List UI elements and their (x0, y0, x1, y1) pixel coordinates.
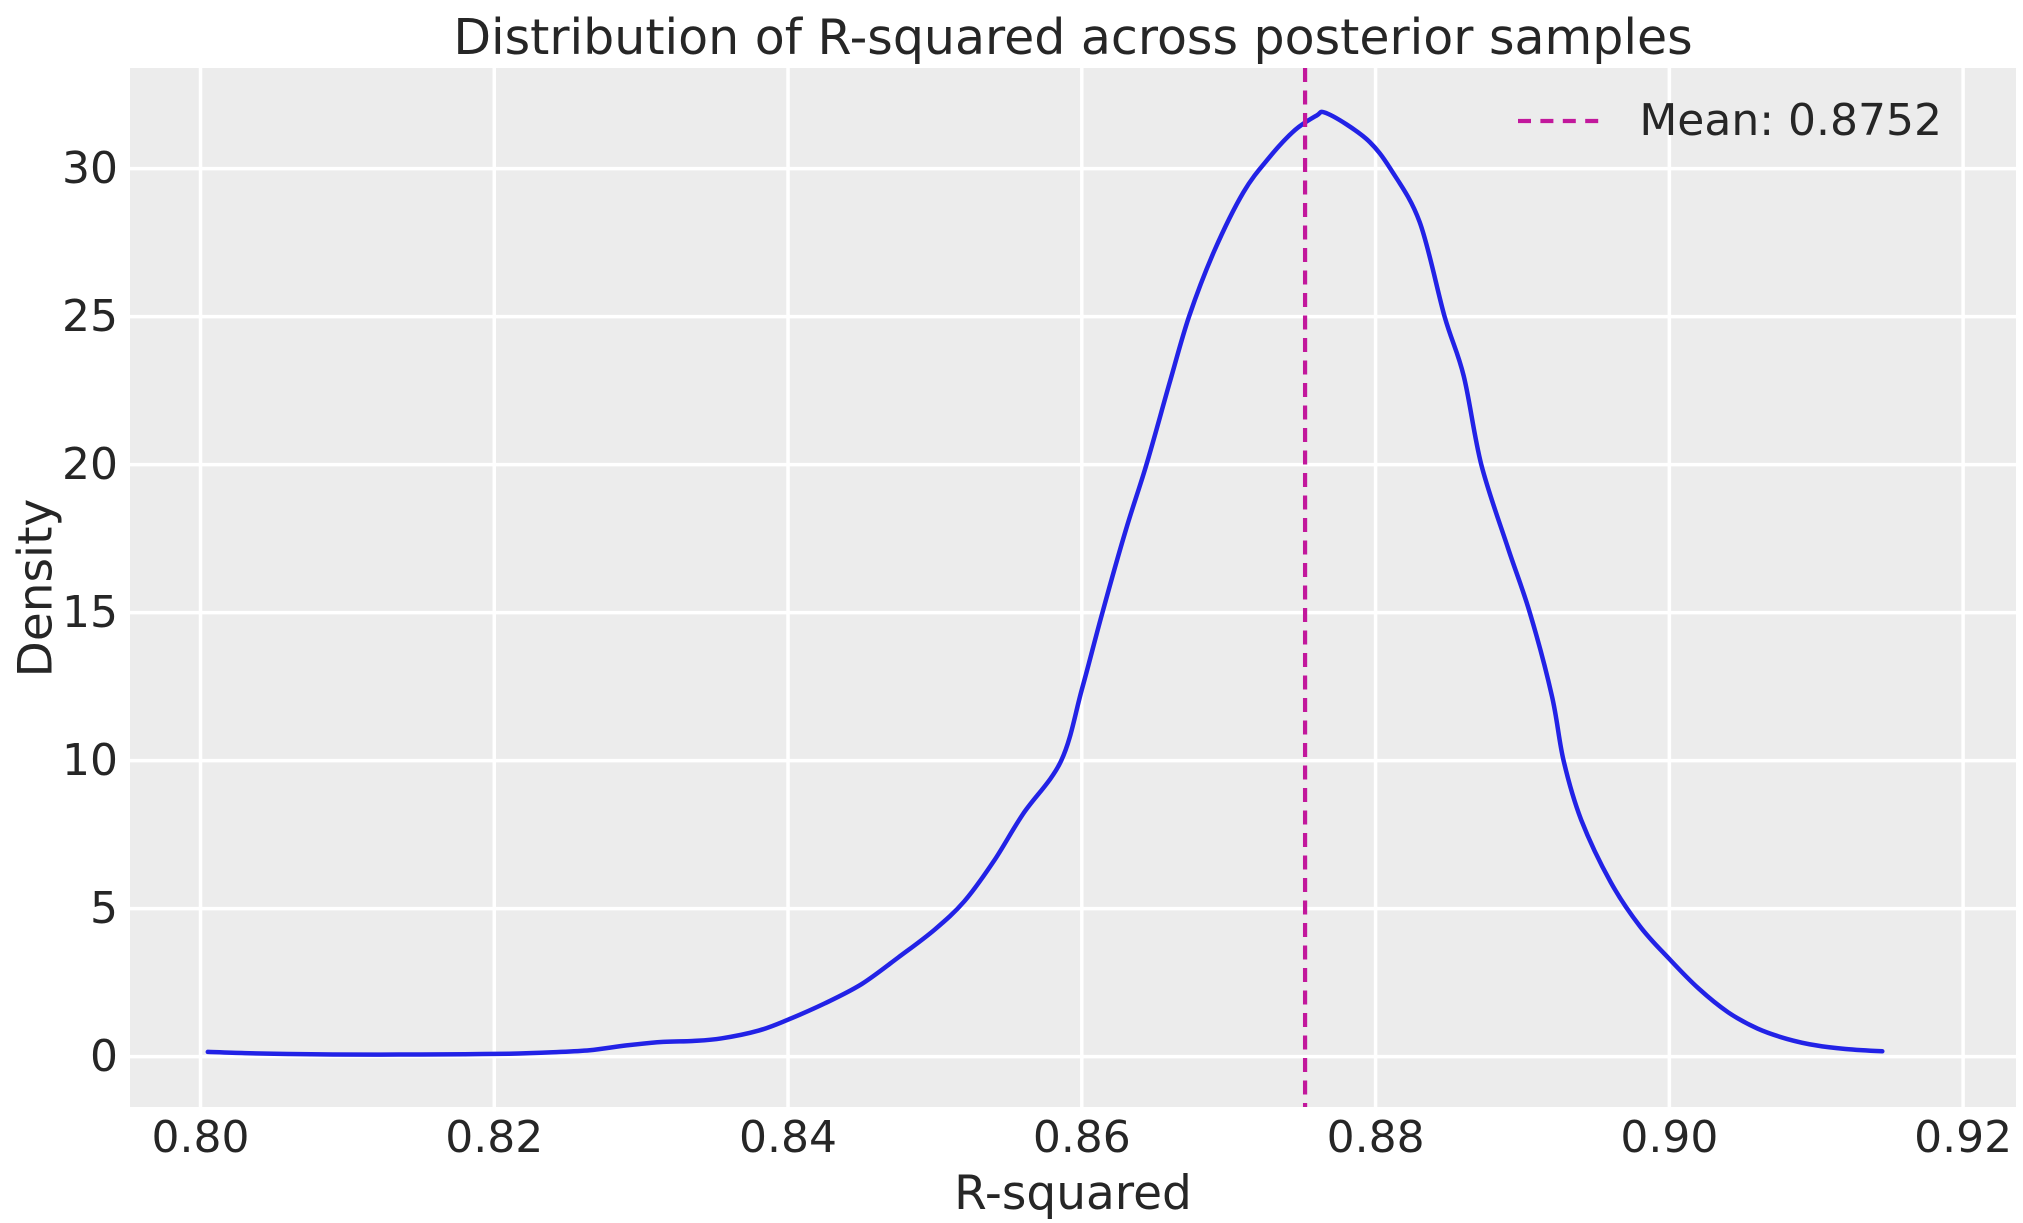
y-tick-label: 10 (62, 734, 118, 786)
y-tick-label: 15 (62, 586, 118, 638)
y-tick-label: 5 (90, 882, 118, 934)
x-tick-label: 0.84 (739, 1112, 838, 1163)
chart-title: Distribution of R-squared across posteri… (453, 9, 1693, 66)
x-axis-label: R-squared (954, 1166, 1192, 1221)
y-tick-label: 30 (62, 142, 118, 194)
x-tick-label: 0.86 (1032, 1112, 1131, 1163)
x-tick-label: 0.88 (1326, 1112, 1425, 1163)
x-tick-label: 0.82 (445, 1112, 544, 1163)
x-tick-label: 0.90 (1620, 1112, 1719, 1163)
y-tick-label: 0 (90, 1030, 118, 1082)
x-tick-label: 0.80 (151, 1112, 250, 1163)
x-tick-label: 0.92 (1914, 1112, 2013, 1163)
legend-label: Mean: 0.8752 (1639, 95, 1942, 146)
y-tick-label: 25 (62, 290, 118, 342)
plot-area (130, 68, 2016, 1107)
legend: Mean: 0.8752 (1517, 95, 1942, 146)
y-tick-label: 20 (62, 438, 118, 490)
kde-curve (205, 109, 1885, 1057)
legend-dashed-line-icon (1518, 118, 1603, 123)
